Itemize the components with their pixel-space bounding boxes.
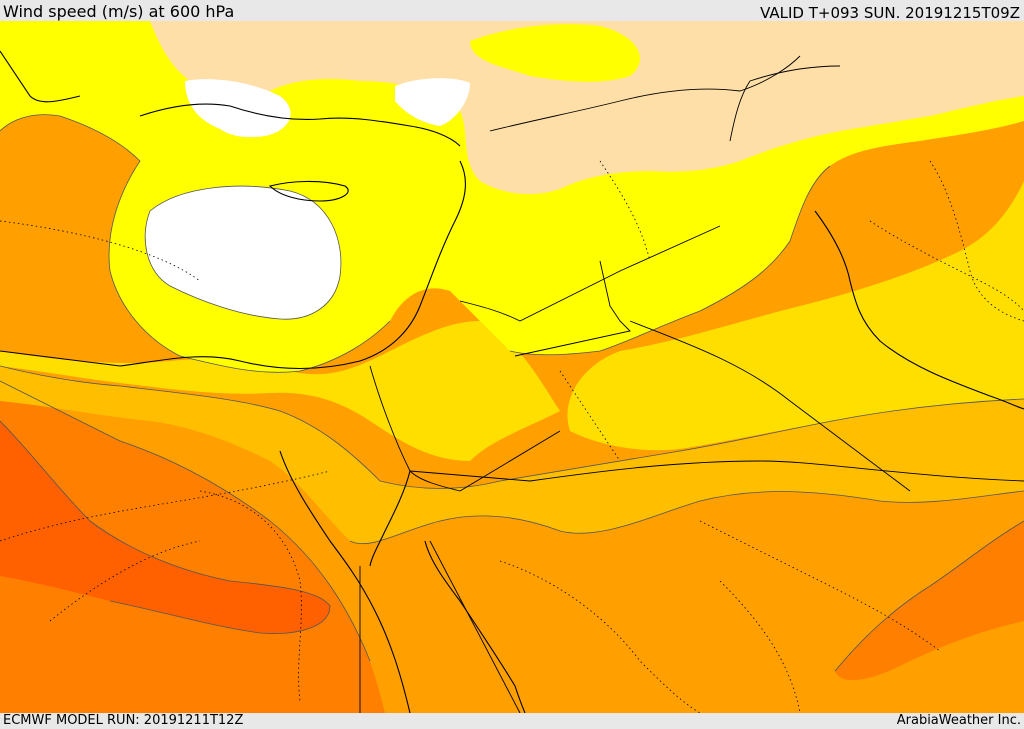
field-low-spot-north xyxy=(470,24,640,82)
contour-lines xyxy=(0,114,1024,672)
field-calm-anatolia xyxy=(395,78,470,126)
brand-label: ArabiaWeather Inc. xyxy=(896,713,1021,728)
map-title: Wind speed (m/s) at 600 hPa xyxy=(3,2,235,21)
coastline-lines xyxy=(0,50,1024,713)
model-run-label: ECMWF MODEL RUN: 20191211T12Z xyxy=(3,713,244,728)
field-calm-sea xyxy=(145,186,341,320)
field-very-low xyxy=(150,21,1024,195)
country-border-lines xyxy=(359,55,1024,713)
internal-border-lines xyxy=(0,160,1024,713)
field-medium xyxy=(0,141,1024,544)
field-extreme-sw xyxy=(0,421,330,634)
header-bar: Wind speed (m/s) at 600 hPa VALID T+093 … xyxy=(0,0,1024,22)
footer-bar: ECMWF MODEL RUN: 20191211T12Z ArabiaWeat… xyxy=(0,713,1024,729)
valid-time: VALID T+093 SUN. 20191215T09Z xyxy=(760,4,1020,22)
field-moderate xyxy=(0,161,1024,461)
field-very-high-se xyxy=(835,521,1024,681)
weather-map[interactable] xyxy=(0,21,1024,713)
wind-speed-map-svg xyxy=(0,21,1024,713)
